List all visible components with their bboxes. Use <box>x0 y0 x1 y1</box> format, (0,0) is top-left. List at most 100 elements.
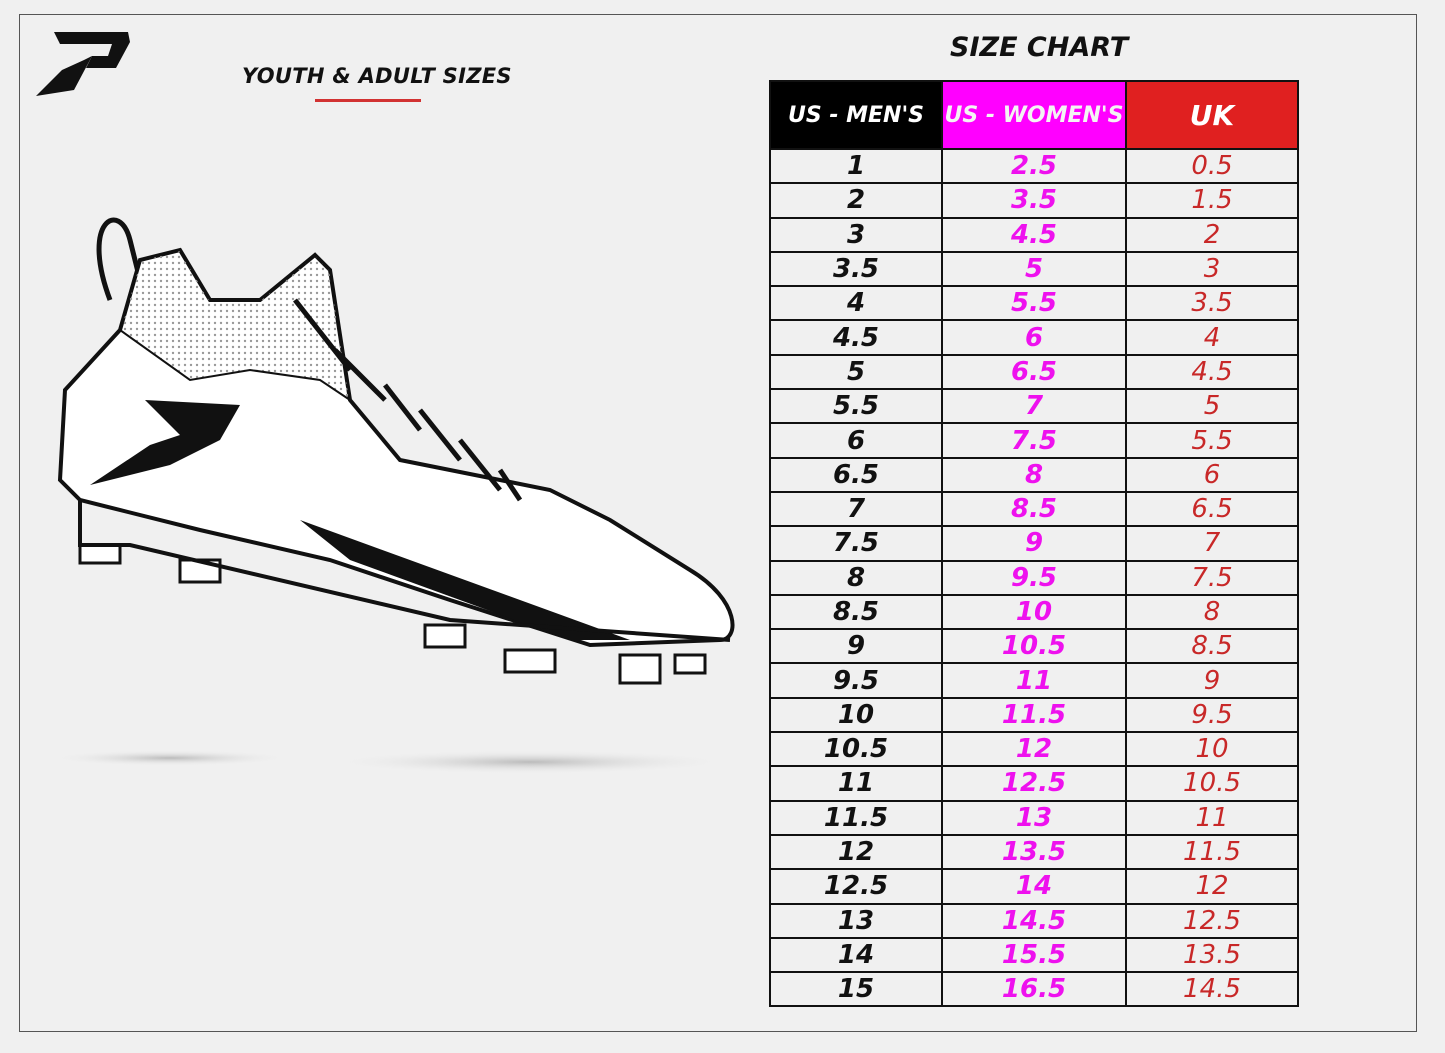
table-row: 1 2.5 0.5 <box>769 147 1299 185</box>
cell-us-womens: 8 <box>941 456 1127 493</box>
table-row: 3 4.5 2 <box>769 216 1299 253</box>
cell-uk: 3 <box>1125 250 1299 288</box>
cell-us-womens: 3.5 <box>941 182 1127 219</box>
table-row: 5 6.5 4.5 <box>769 353 1299 391</box>
cell-us-mens: 15 <box>769 971 943 1008</box>
table-row: 10 11.5 9.5 <box>769 696 1299 734</box>
cell-us-mens: 11.5 <box>769 799 943 836</box>
cell-us-mens: 4 <box>769 285 943 322</box>
cell-us-womens: 10 <box>941 593 1127 631</box>
table-row: 5.5 7 5 <box>769 388 1299 425</box>
cell-us-mens: 5.5 <box>769 388 943 425</box>
cell-uk: 5 <box>1125 388 1299 425</box>
cell-us-mens: 1 <box>769 147 943 185</box>
cell-uk: 9.5 <box>1125 696 1299 734</box>
table-row: 2 3.5 1.5 <box>769 182 1299 219</box>
cell-us-mens: 14 <box>769 936 943 974</box>
cell-uk: 10 <box>1125 731 1299 768</box>
size-chart-table: US - MEN'S US - WOMEN'S UK 1 2.5 0.5 2 3.5 1.… <box>769 80 1299 1008</box>
table-row: 6 7.5 5.5 <box>769 422 1299 459</box>
cell-us-mens: 9.5 <box>769 662 943 699</box>
subtitle: YOUTH & ADULT SIZES <box>242 64 512 88</box>
cell-us-womens: 11.5 <box>941 696 1127 734</box>
table-row: 6.5 8 6 <box>769 456 1299 493</box>
cell-uk: 11.5 <box>1125 833 1299 871</box>
page-title: SIZE CHART <box>950 32 1129 63</box>
cell-us-womens: 8.5 <box>941 490 1127 528</box>
cell-us-womens: 9 <box>941 525 1127 562</box>
cell-us-womens: 4.5 <box>941 216 1127 253</box>
cell-us-mens: 6 <box>769 422 943 459</box>
cell-us-womens: 12 <box>941 731 1127 768</box>
cell-us-womens: 10.5 <box>941 628 1127 665</box>
cell-us-mens: 8.5 <box>769 593 943 631</box>
cell-uk: 8.5 <box>1125 628 1299 665</box>
cell-us-womens: 7.5 <box>941 422 1127 459</box>
cell-us-mens: 12.5 <box>769 868 943 905</box>
table-row: 14 15.5 13.5 <box>769 936 1299 974</box>
header-us-womens: US - WOMEN'S <box>941 80 1127 150</box>
cell-uk: 9 <box>1125 662 1299 699</box>
table-row: 9 10.5 8.5 <box>769 628 1299 665</box>
cell-us-womens: 13.5 <box>941 833 1127 871</box>
cell-us-womens: 9.5 <box>941 559 1127 596</box>
cell-us-mens: 13 <box>769 902 943 939</box>
cell-us-mens: 9 <box>769 628 943 665</box>
cell-uk: 5.5 <box>1125 422 1299 459</box>
cell-us-mens: 11 <box>769 765 943 802</box>
cell-us-womens: 7 <box>941 388 1127 425</box>
cell-uk: 0.5 <box>1125 147 1299 185</box>
brand-logo-icon <box>36 32 130 96</box>
cell-us-womens: 14 <box>941 868 1127 905</box>
cell-us-womens: 6 <box>941 319 1127 356</box>
cell-us-mens: 10.5 <box>769 731 943 768</box>
table-header-row: US - MEN'S US - WOMEN'S UK <box>769 80 1299 150</box>
cell-uk: 3.5 <box>1125 285 1299 322</box>
cell-uk: 7.5 <box>1125 559 1299 596</box>
cell-uk: 11 <box>1125 799 1299 836</box>
cell-uk: 4.5 <box>1125 353 1299 391</box>
page-frame <box>19 14 1417 1032</box>
header-us-mens: US - MEN'S <box>769 80 943 150</box>
cell-us-mens: 10 <box>769 696 943 734</box>
cell-us-mens: 2 <box>769 182 943 219</box>
table-row: 10.5 12 10 <box>769 731 1299 768</box>
cell-us-mens: 4.5 <box>769 319 943 356</box>
cell-us-mens: 7.5 <box>769 525 943 562</box>
table-row: 11 12.5 10.5 <box>769 765 1299 802</box>
cell-us-womens: 5 <box>941 250 1127 288</box>
table-row: 7 8.5 6.5 <box>769 490 1299 528</box>
cell-us-mens: 3 <box>769 216 943 253</box>
cell-uk: 2 <box>1125 216 1299 253</box>
cell-uk: 12.5 <box>1125 902 1299 939</box>
table-row: 8 9.5 7.5 <box>769 559 1299 596</box>
table-row: 4.5 6 4 <box>769 319 1299 356</box>
football-cleat-illustration-icon <box>50 217 735 774</box>
cell-uk: 6.5 <box>1125 490 1299 528</box>
cell-uk: 6 <box>1125 456 1299 493</box>
cell-uk: 1.5 <box>1125 182 1299 219</box>
cell-us-womens: 12.5 <box>941 765 1127 802</box>
cell-us-mens: 3.5 <box>769 250 943 288</box>
cell-us-womens: 16.5 <box>941 971 1127 1008</box>
table-row: 15 16.5 14.5 <box>769 971 1299 1008</box>
table-row: 11.5 13 11 <box>769 799 1299 836</box>
table-row: 13 14.5 12.5 <box>769 902 1299 939</box>
cell-us-womens: 14.5 <box>941 902 1127 939</box>
cell-us-mens: 7 <box>769 490 943 528</box>
cell-us-mens: 12 <box>769 833 943 871</box>
header-uk: UK <box>1125 80 1299 150</box>
cell-uk: 13.5 <box>1125 936 1299 974</box>
cell-uk: 10.5 <box>1125 765 1299 802</box>
cell-uk: 8 <box>1125 593 1299 631</box>
cell-us-womens: 2.5 <box>941 147 1127 185</box>
table-row: 12.5 14 12 <box>769 868 1299 905</box>
cell-us-womens: 15.5 <box>941 936 1127 974</box>
cell-us-mens: 8 <box>769 559 943 596</box>
cell-uk: 4 <box>1125 319 1299 356</box>
cell-us-mens: 5 <box>769 353 943 391</box>
cell-us-womens: 11 <box>941 662 1127 699</box>
cell-uk: 7 <box>1125 525 1299 562</box>
table-row: 4 5.5 3.5 <box>769 285 1299 322</box>
subtitle-underline <box>315 99 421 102</box>
